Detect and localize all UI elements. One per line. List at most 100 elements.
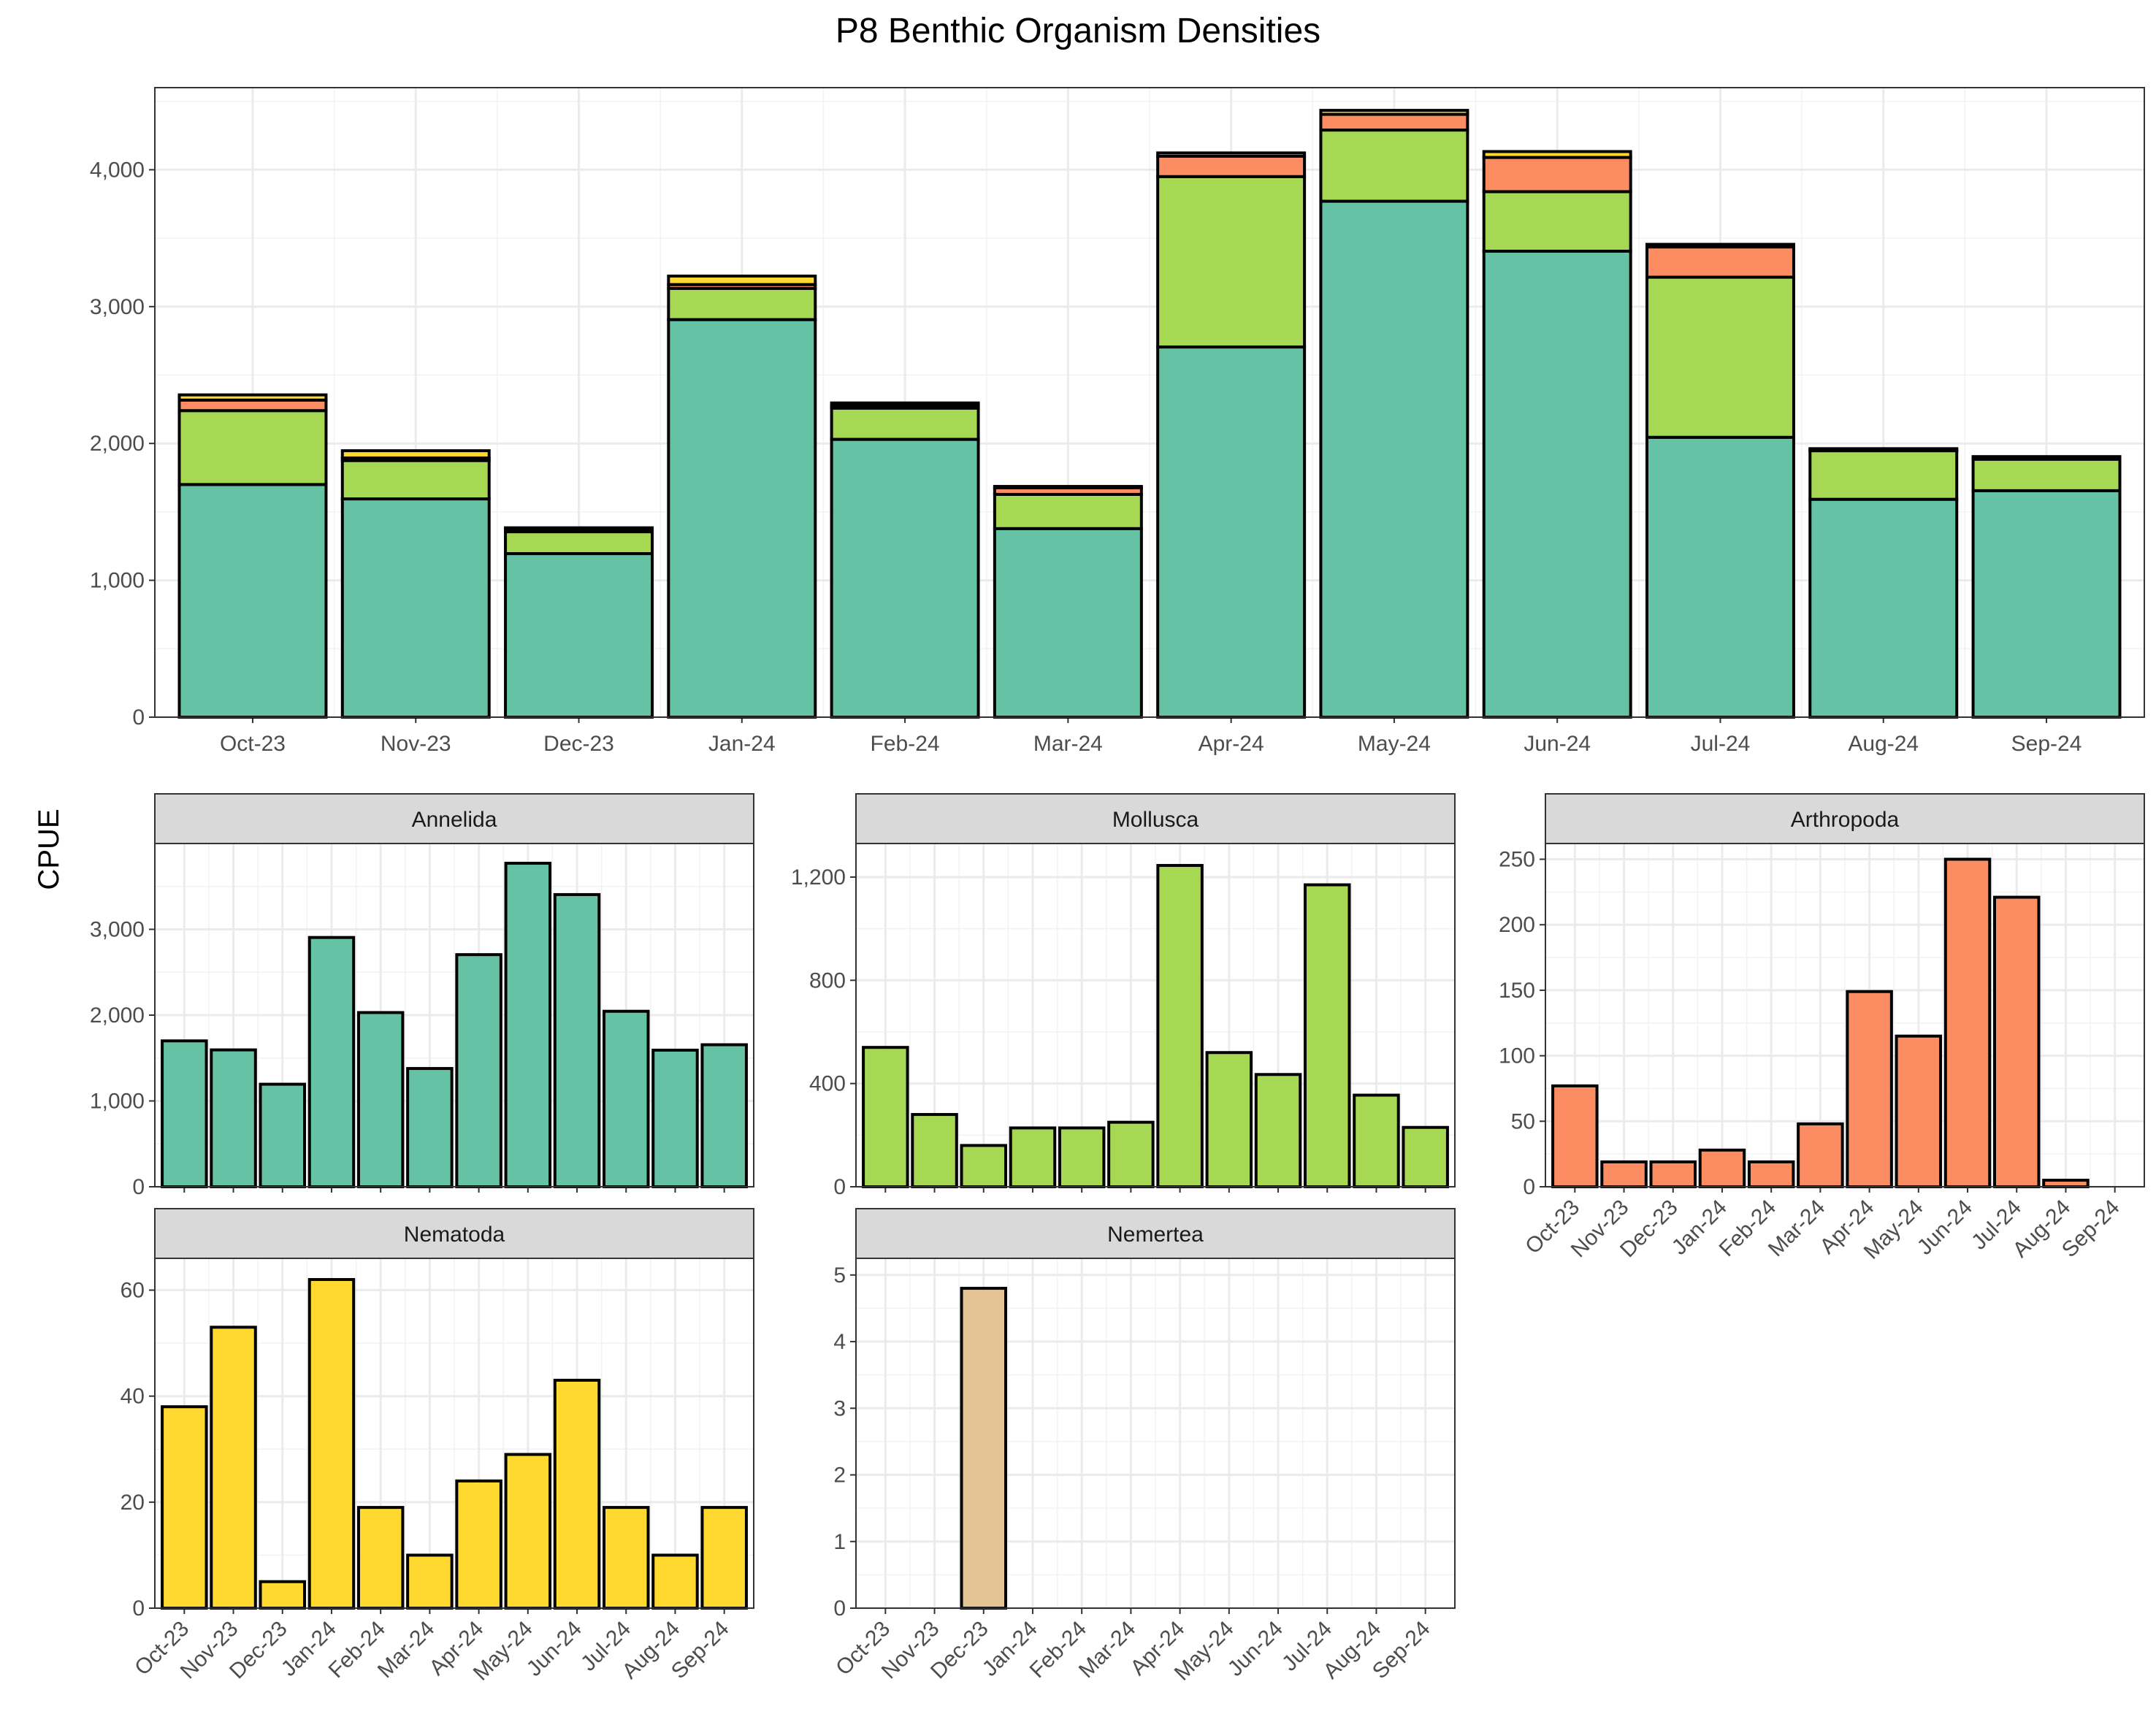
facet-mollusca-strip-label: Mollusca (1112, 808, 1199, 832)
stacked-bar-mollusca-feb-24 (830, 406, 980, 441)
top-panel-y-tick-label: 2,000 (90, 432, 145, 456)
stacked-bar-mollusca-sep-24 (1971, 457, 2122, 492)
facet-arthropoda-y-tick-label: 100 (1499, 1044, 1535, 1068)
facet-arthropoda-bar-oct-23 (1551, 1084, 1599, 1189)
facet-annelida-bar-nov-23 (210, 1048, 257, 1189)
facet-arthropoda-bar-jun-24 (1943, 857, 1992, 1189)
stacked-bar-mollusca-oct-23 (177, 409, 328, 486)
stacked-bar-mollusca-aug-24 (1808, 449, 1959, 501)
stacked-bar-mollusca-dec-23 (504, 530, 654, 556)
facet-nemertea-y-tick-label: 5 (833, 1263, 846, 1288)
facet-nematoda-y-tick-label: 0 (132, 1596, 145, 1621)
facet-nematoda-bar-mar-24 (406, 1553, 454, 1610)
top-panel-x-tick-label: Aug-24 (1848, 732, 1919, 756)
facet-arthropoda-y-tick-label: 150 (1499, 979, 1535, 1003)
facet-mollusca-panel: Mollusca 0 400 800 1,200 (791, 793, 1456, 1199)
facet-nemertea-y-tick-label: 0 (833, 1596, 846, 1621)
facet-nematoda-bar-sep-24 (700, 1506, 748, 1610)
facet-nemertea-x-tick-label: Mar-24 (1074, 1617, 1141, 1683)
facet-arthropoda-bar-aug-24 (2042, 1179, 2090, 1188)
top-panel-x-tick-label: Apr-24 (1199, 732, 1264, 756)
stacked-bar-annelida-jul-24 (1645, 435, 1795, 719)
facet-mollusca-y-tick-label: 400 (809, 1072, 846, 1096)
stacked-bar-annelida-may-24 (1319, 199, 1469, 719)
facet-nematoda-bar-oct-23 (161, 1405, 208, 1610)
top-panel-y-tick-label: 4,000 (90, 158, 145, 182)
facet-nemertea-bar-dec-23 (960, 1287, 1007, 1610)
facet-arthropoda-x-tick-label: Mar-24 (1764, 1196, 1830, 1262)
stacked-bar-mollusca-jan-24 (667, 286, 817, 321)
facet-nematoda-bar-jun-24 (553, 1378, 601, 1610)
facet-nematoda-strip-label: Nematoda (404, 1223, 505, 1247)
facet-nemertea-y-tick-label: 3 (833, 1396, 846, 1420)
stacked-bar-nematoda-feb-24 (830, 401, 980, 408)
facet-nematoda-bar-jan-24 (307, 1278, 356, 1610)
stacked-bar-annelida-oct-23 (177, 483, 328, 719)
facet-annelida-bar-apr-24 (455, 953, 502, 1188)
y-axis-label: CPUE (33, 808, 65, 890)
facet-nemertea-y-tick-label: 4 (833, 1330, 846, 1354)
facet-mollusca-bar-jul-24 (1304, 883, 1351, 1189)
facet-annelida-y-tick-label: 3,000 (90, 918, 145, 942)
facet-nematoda-border (154, 1258, 754, 1609)
stacked-bar-nemertea-dec-23 (504, 526, 654, 530)
facet-mollusca-y-tick-label: 0 (833, 1175, 846, 1199)
stacked-bar-arthropoda-oct-23 (177, 398, 328, 413)
facet-arthropoda-bar-apr-24 (1846, 990, 1893, 1189)
facet-arthropoda-bar-may-24 (1895, 1034, 1943, 1188)
facet-annelida-bar-sep-24 (700, 1043, 748, 1188)
top-panel-x-tick-label: Jan-24 (708, 732, 776, 756)
facet-mollusca-bar-may-24 (1205, 1051, 1253, 1188)
facet-mollusca-strip (855, 793, 1456, 844)
facet-annelida-y-tick-label: 0 (132, 1175, 145, 1199)
facet-mollusca-y-tick-label: 800 (809, 968, 846, 992)
facet-mollusca-bar-nov-23 (911, 1113, 958, 1188)
facet-mollusca-bar-jan-24 (1009, 1126, 1057, 1189)
facet-mollusca-bar-jun-24 (1254, 1073, 1302, 1188)
stacked-bar-annelida-apr-24 (1156, 345, 1307, 719)
top-panel-x-tick-label: Jul-24 (1691, 732, 1751, 756)
facet-arthropoda-bar-jan-24 (1698, 1148, 1746, 1189)
facet-arthropoda-border (1545, 843, 2145, 1187)
facet-nematoda-strip (154, 1208, 754, 1259)
facet-annelida-bar-may-24 (504, 862, 552, 1189)
top-panel-border (154, 87, 2145, 718)
facet-arthropoda-y-tick-label: 200 (1499, 913, 1535, 937)
facet-mollusca-border (855, 843, 1456, 1187)
top-panel-x-tick-label: May-24 (1358, 732, 1431, 756)
facet-mollusca-bar-mar-24 (1107, 1120, 1155, 1189)
stacked-bar-mollusca-may-24 (1319, 129, 1469, 203)
stacked-bar-arthropoda-may-24 (1319, 112, 1469, 132)
facet-mollusca-bar-sep-24 (1402, 1125, 1449, 1188)
facet-annelida-bar-oct-23 (161, 1039, 208, 1188)
facet-mollusca-y-tick-label: 1,200 (791, 865, 846, 890)
stacked-bar-annelida-mar-24 (993, 527, 1143, 719)
stacked-bar-nematoda-mar-24 (993, 485, 1143, 489)
stacked-bar-mollusca-jul-24 (1645, 275, 1795, 439)
stacked-bar-mollusca-mar-24 (993, 492, 1143, 530)
stacked-bar-annelida-dec-23 (504, 552, 654, 719)
facet-annelida-bar-jul-24 (603, 1009, 650, 1189)
facet-annelida-bar-mar-24 (406, 1067, 454, 1188)
stacked-bar-mollusca-apr-24 (1156, 175, 1307, 349)
stacked-bar-nematoda-aug-24 (1808, 447, 1959, 452)
facet-arthropoda-strip (1545, 793, 2145, 844)
top-panel-x-tick-label: Nov-23 (381, 732, 451, 756)
stacked-bar-mollusca-nov-23 (340, 459, 491, 501)
facet-nematoda-bar-jul-24 (603, 1506, 650, 1610)
facet-nemertea-panel: Nemertea012345Oct-23Nov-23Dec-23Jan-24Fe… (831, 1208, 1456, 1686)
stacked-bar-annelida-feb-24 (830, 437, 980, 719)
facet-arthropoda-x-tick-label: Jun-24 (1913, 1196, 1977, 1260)
facet-nemertea-x-tick-label: Jun-24 (1223, 1617, 1288, 1681)
facet-arthropoda-bar-feb-24 (1747, 1160, 1795, 1188)
stacked-bar-nematoda-oct-23 (177, 393, 328, 402)
stacked-bar-nematoda-jul-24 (1645, 242, 1795, 249)
facet-arthropoda-strip-label: Arthropoda (1791, 808, 1900, 832)
facet-annelida-bar-dec-23 (259, 1082, 307, 1189)
top-panel-y-tick-label: 1,000 (90, 569, 145, 593)
facet-annelida-bar-jun-24 (553, 892, 601, 1188)
stacked-bar-nematoda-apr-24 (1156, 151, 1307, 158)
stacked-bar-annelida-aug-24 (1808, 497, 1959, 719)
facet-annelida-panel: Annelida 0 1,000 2,000 3,000 (90, 793, 754, 1199)
